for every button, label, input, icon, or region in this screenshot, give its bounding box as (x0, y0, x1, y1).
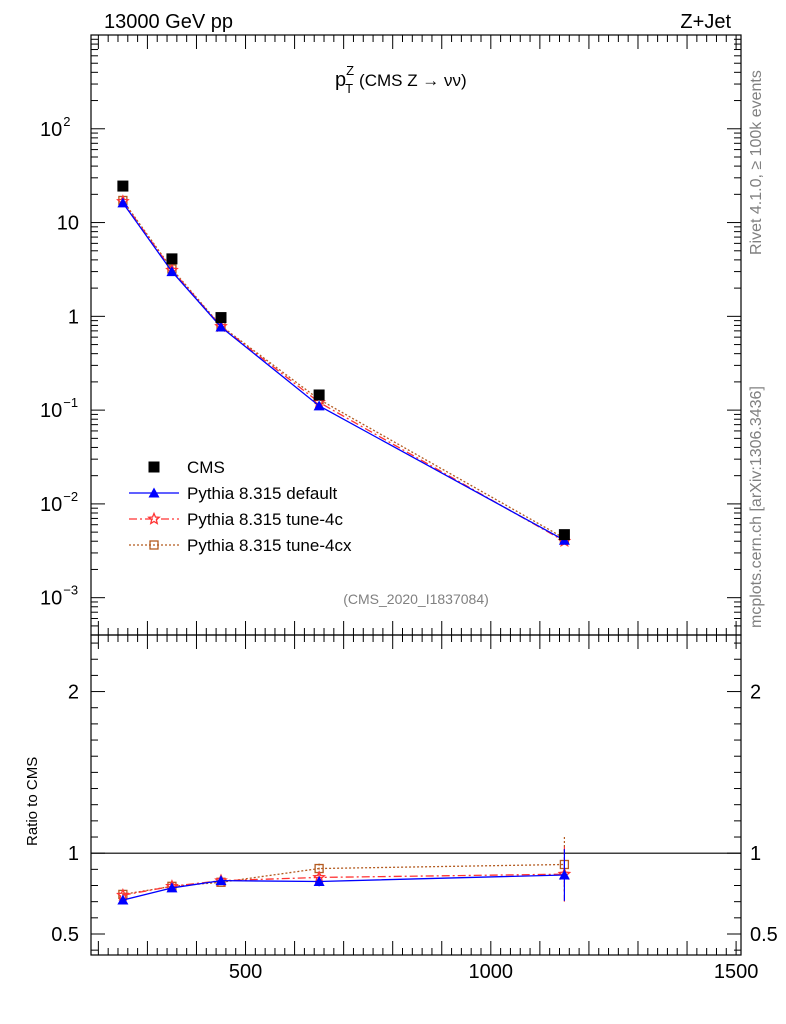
main-point-s1-2 (215, 321, 227, 332)
tick-base: 10 (40, 494, 62, 516)
main-y-tick-label: 102 (40, 114, 70, 141)
ratio-y-tick-label-right: 1 (750, 843, 761, 865)
main-point-s0-1 (166, 253, 178, 265)
main-point-s0-4 (558, 529, 570, 541)
legend-label-3: Pythia 8.315 tune-4cx (187, 536, 352, 555)
legend-marker-1 (148, 487, 160, 498)
main-point-s1-3 (313, 400, 325, 411)
ratio-x-tick-label: 500 (229, 961, 262, 983)
main-series-group (116, 180, 572, 548)
header-right: Z+Jet (680, 11, 731, 33)
main-point-s1-1 (166, 266, 178, 277)
main-y-tick-label: 10−2 (40, 489, 78, 516)
ratio-point-s0-4 (558, 869, 570, 880)
legend-label-1: Pythia 8.315 default (187, 484, 338, 503)
tick-exp: 2 (63, 114, 70, 129)
ratio-y-tick-label-right: 0.5 (750, 924, 778, 946)
ratio-ylabel: Ratio to CMS (24, 757, 41, 846)
main-point-s0-0 (117, 180, 129, 192)
main-y-tick-label: 10−1 (40, 395, 78, 422)
tick-base: 10 (40, 119, 62, 141)
ratio-y-tick-label: 2 (68, 682, 79, 704)
title-base: p (335, 69, 346, 91)
tick-exp: −1 (63, 395, 78, 410)
title-sub: T (345, 81, 353, 96)
ratio-y-tick-label: 1 (68, 843, 79, 865)
header-left: 13000 GeV pp (104, 11, 233, 33)
main-y-tick-label: 1 (68, 306, 79, 328)
ratio-point-s0-2 (215, 875, 227, 886)
ratio-y-tick-label: 0.5 (51, 924, 79, 946)
main-y-tick-label: 10−3 (40, 583, 78, 610)
main-point-s1-0 (117, 197, 129, 208)
legend-label-0: CMS (187, 458, 225, 477)
tick-base: 10 (40, 588, 62, 610)
main-point-s0-3 (313, 389, 325, 401)
tick-base: 10 (40, 400, 62, 422)
main-line-3 (122, 200, 565, 539)
mcplots-label: mcplots.cern.ch [arXiv:1306.3436] (748, 386, 765, 628)
ratio-x-tick-label: 1500 (714, 961, 759, 983)
ratio-plot-frame (90, 634, 742, 956)
ratio-point-s0-3 (313, 875, 325, 886)
legend-label-2: Pythia 8.315 tune-4c (187, 510, 343, 529)
ratio-series-group (116, 837, 572, 905)
tick-exp: −2 (63, 489, 78, 504)
legend: CMS Pythia 8.315 default Pythia 8.315 tune… (129, 458, 352, 555)
tick-exp: −3 (63, 583, 78, 598)
legend-marker-3 (149, 540, 159, 550)
rivet-label: Rivet 4.1.0, ≥ 100k events (748, 70, 765, 255)
main-point-s0-2 (215, 312, 227, 324)
legend-marker-0 (148, 461, 160, 473)
analysis-id: (CMS_2020_I1837084) (343, 591, 489, 607)
title-rest: (CMS Z → νν) (359, 71, 467, 90)
ratio-point-s0-0 (117, 894, 129, 905)
ratio-x-tick-label: 1000 (469, 961, 514, 983)
legend-marker-2 (147, 511, 161, 525)
ratio-ticks: 500 1000 1500 2 2 1 1 0.5 0.5 (51, 635, 778, 983)
main-title: pZ T (CMS Z → νν) (335, 63, 467, 96)
ratio-line-2 (122, 863, 565, 896)
title-sup: Z (346, 63, 354, 78)
ratio-point-s0-1 (166, 882, 178, 893)
main-y-tick-label: 10 (57, 213, 79, 235)
ratio-line-0 (122, 874, 565, 901)
ratio-y-tick-label-right: 2 (750, 682, 761, 704)
